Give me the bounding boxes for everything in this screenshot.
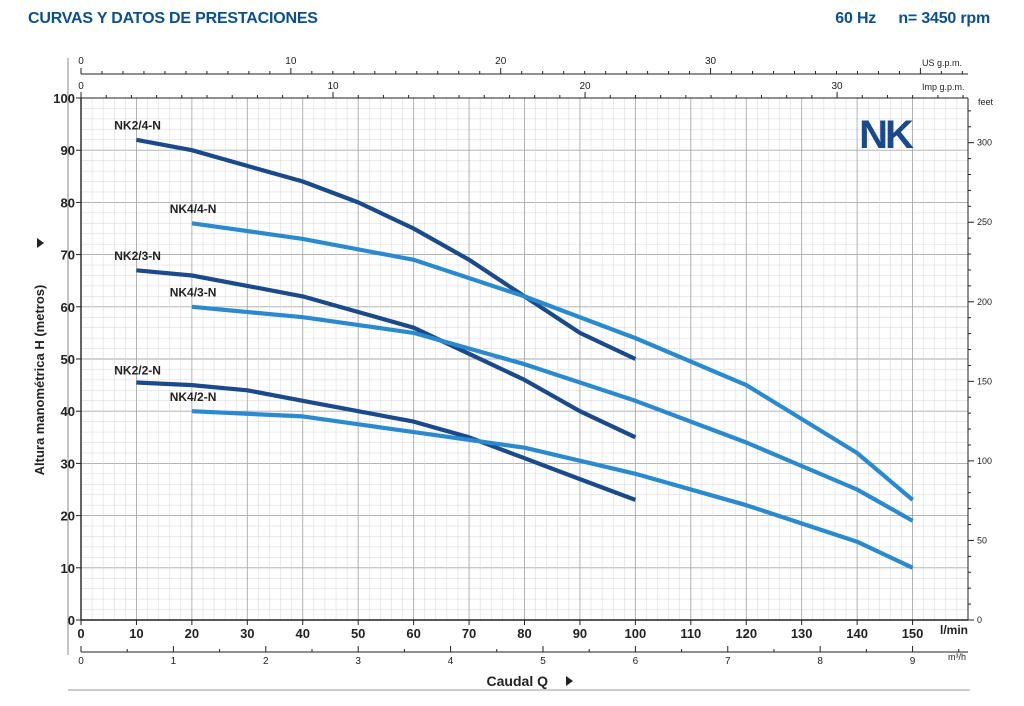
y-tick-label: 50 xyxy=(61,352,75,367)
m3h-tick-label: 1 xyxy=(171,656,177,667)
frequency-label: 60 Hz xyxy=(835,10,877,27)
m3h-tick-label: 9 xyxy=(910,656,916,667)
series-label-nk2-4-n: NK2/4-N xyxy=(114,118,161,132)
series-label-nk4-3-n: NK4/3-N xyxy=(170,285,217,299)
speed-label: n= 3450 rpm xyxy=(898,10,990,27)
m3h-tick-label: 4 xyxy=(448,656,454,667)
m3h-tick-label: 6 xyxy=(633,656,639,667)
imp-gpm-tick-label: 10 xyxy=(327,81,339,92)
m3h-tick-label: 3 xyxy=(355,656,361,667)
series-label-nk2-3-n: NK2/3-N xyxy=(114,249,161,263)
x-tick-label: 30 xyxy=(240,626,254,641)
feet-unit-label: feet xyxy=(978,97,994,107)
series-label-nk2-2-n: NK2/2-N xyxy=(114,364,161,378)
series-label-nk4-2-n: NK4/2-N xyxy=(170,390,217,404)
x-tick-label: 50 xyxy=(351,626,365,641)
feet-tick-label: 200 xyxy=(977,297,992,307)
x-tick-label: 20 xyxy=(185,626,199,641)
y-tick-label: 0 xyxy=(68,613,75,628)
m3h-tick-label: 0 xyxy=(78,656,84,667)
y-tick-label: 20 xyxy=(61,509,75,524)
x-tick-label: 140 xyxy=(846,626,868,641)
series-line-nk2-4-n xyxy=(136,137,637,361)
y-tick-label: 80 xyxy=(61,195,75,210)
series-label-nk4-4-n: NK4/4-N xyxy=(170,202,217,216)
feet-tick-label: 100 xyxy=(977,456,992,466)
x-tick-label: 80 xyxy=(517,626,531,641)
m3h-tick-label: 2 xyxy=(263,656,269,667)
x-tick-label: 120 xyxy=(735,626,757,641)
x-tick-label: 110 xyxy=(680,626,701,641)
x-axis-label: Caudal Q xyxy=(487,673,549,689)
x-axis-arrow xyxy=(566,676,573,686)
x-unit-label: l/min xyxy=(940,623,968,637)
feet-tick-label: 300 xyxy=(977,138,992,148)
m3h-tick-label: 7 xyxy=(725,656,731,667)
x-tick-label: 90 xyxy=(573,626,587,641)
series-line-nk4-3-n xyxy=(191,304,914,523)
y-axis-label: Altura manométrica H (metros) xyxy=(32,285,47,476)
x-tick-label: 0 xyxy=(77,626,84,641)
series-line-nk4-2-n xyxy=(191,409,914,570)
imp-gpm-unit-label: Imp g.p.m. xyxy=(922,82,965,92)
us-gpm-tick-label: 20 xyxy=(495,56,507,67)
imp-gpm-tick-label: 20 xyxy=(579,81,591,92)
x-tick-label: 10 xyxy=(129,626,143,641)
y-axis-arrow xyxy=(37,238,44,248)
m3h-tick-label: 8 xyxy=(817,656,823,667)
chart-grid xyxy=(80,97,969,621)
us-gpm-tick-label: 10 xyxy=(285,56,297,67)
chart-labels: NK2/4-N NK4/4-N NK2/3-N NK4/3-N NK2/2-N NK4/2… xyxy=(114,118,216,403)
x-tick-label: 70 xyxy=(462,626,476,641)
y-tick-label: 10 xyxy=(61,561,75,576)
x-tick-label: 40 xyxy=(296,626,310,641)
imp-gpm-tick-label: 30 xyxy=(832,81,844,92)
series-line-nk2-2-n xyxy=(136,380,637,502)
y-tick-label: 40 xyxy=(61,404,75,419)
y-tick-label: 100 xyxy=(53,91,75,106)
m3h-unit-label: m³/h xyxy=(948,652,966,662)
series-line-nk2-3-n xyxy=(136,268,637,440)
y-tick-label: 60 xyxy=(61,300,75,315)
m3h-tick-label: 5 xyxy=(540,656,546,667)
page-title: CURVAS Y DATOS DE PRESTACIONES xyxy=(28,10,318,27)
y-tick-label: 90 xyxy=(61,143,75,158)
us-gpm-tick-label: 30 xyxy=(705,56,717,67)
x-tick-label: 60 xyxy=(406,626,420,641)
us-gpm-unit-label: US g.p.m. xyxy=(922,58,962,68)
speed-info: 60 Hz n= 3450 rpm xyxy=(835,10,990,28)
chart-series xyxy=(136,137,914,570)
x-tick-label: 130 xyxy=(791,626,813,641)
brand-logo: NK xyxy=(859,113,914,157)
imp-gpm-tick-label: 0 xyxy=(78,81,84,92)
feet-tick-label: 50 xyxy=(977,535,987,545)
series-line-nk4-4-n xyxy=(191,221,914,502)
y-tick-label: 30 xyxy=(61,456,75,471)
feet-tick-label: 250 xyxy=(977,217,992,227)
us-gpm-tick-label: 0 xyxy=(78,56,84,67)
x-tick-label: 100 xyxy=(625,626,647,641)
y-tick-label: 70 xyxy=(61,248,75,263)
feet-tick-label: 150 xyxy=(977,376,992,386)
x-tick-label: 150 xyxy=(902,626,924,641)
feet-tick-label: 0 xyxy=(977,615,982,625)
